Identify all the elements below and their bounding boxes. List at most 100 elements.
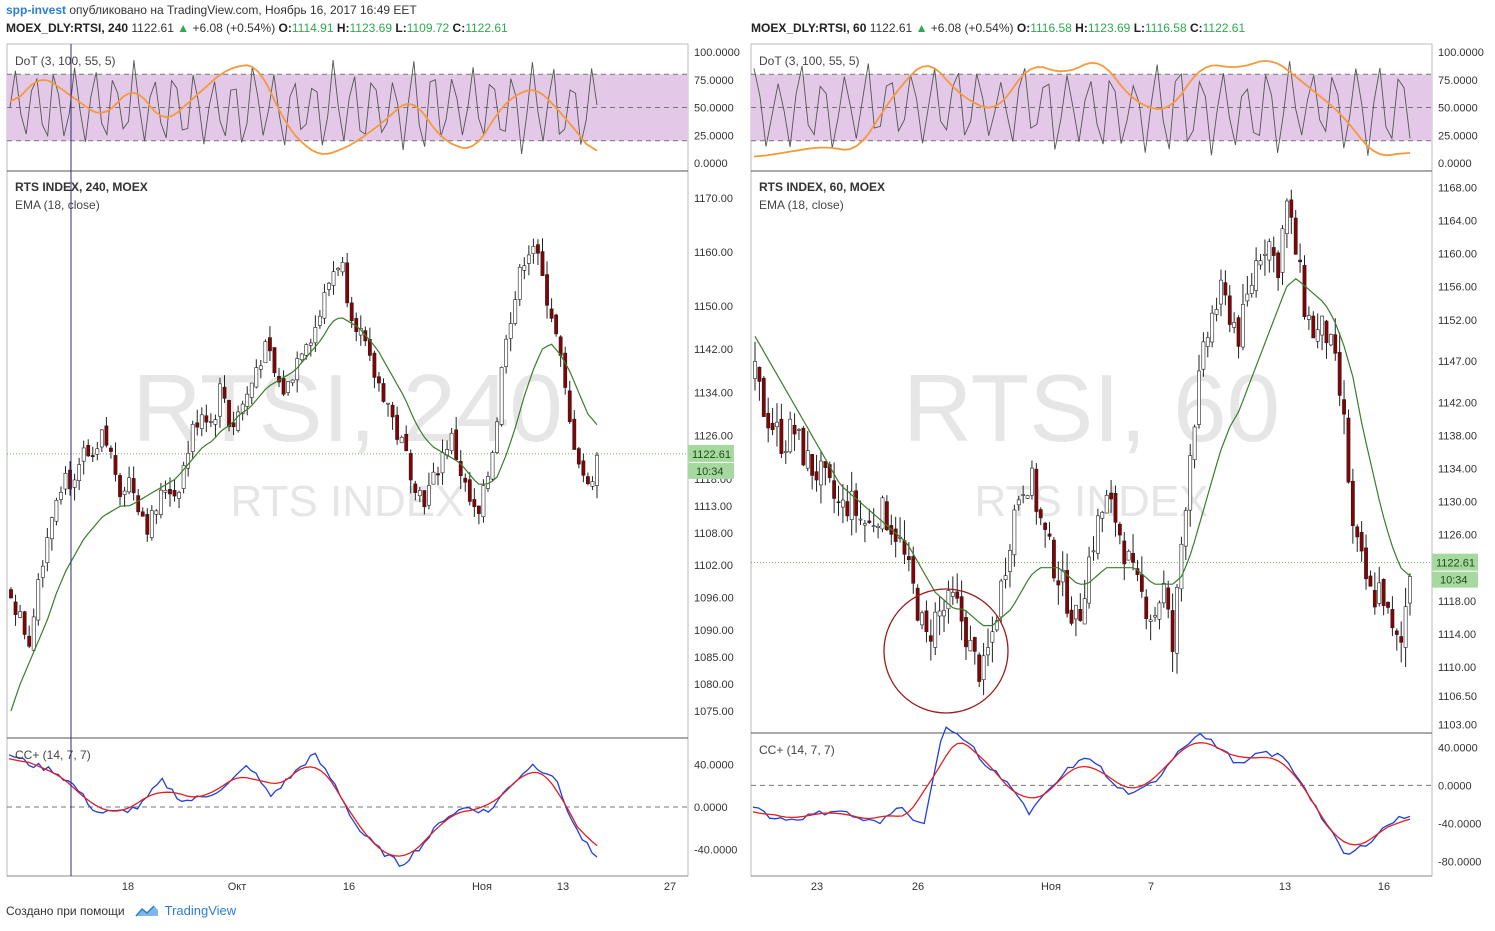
price-tick-label: 1075.00 bbox=[694, 706, 734, 718]
cc-tick-label: -80.0000 bbox=[1438, 857, 1481, 869]
price-tag bbox=[688, 444, 734, 462]
annotation-circle bbox=[883, 588, 1009, 714]
candle-body bbox=[436, 473, 440, 476]
candle-body bbox=[131, 478, 136, 494]
watermark-symbol: RTSI, 240 bbox=[132, 355, 562, 462]
candle-body bbox=[536, 244, 540, 254]
candle-body bbox=[1113, 492, 1118, 523]
candle-body bbox=[942, 609, 946, 617]
candle-body bbox=[1377, 582, 1382, 604]
candle-body bbox=[218, 383, 222, 417]
price-tick-label: 1126.00 bbox=[1438, 530, 1477, 542]
candle-body bbox=[127, 477, 132, 493]
candle-body bbox=[122, 490, 127, 495]
candle-body bbox=[1315, 329, 1320, 342]
candle-body bbox=[1232, 322, 1237, 328]
ohlc-c-label: C: bbox=[1189, 21, 1203, 35]
candle-body bbox=[586, 476, 590, 484]
candle-body bbox=[1241, 304, 1245, 348]
candle-body bbox=[977, 654, 982, 682]
ohlc-close: 1122.61 bbox=[465, 21, 508, 35]
price-tick-label: 1090.00 bbox=[694, 625, 734, 637]
candle-body bbox=[540, 251, 545, 276]
price-tick-label: 1142.00 bbox=[1438, 397, 1477, 409]
price-tick-label: 1142.00 bbox=[694, 344, 733, 356]
x-axis-label: 26 bbox=[912, 881, 924, 893]
symbol-line-right: MOEX_DLY:RTSI, 60 1122.61 ▲ +6.08 (+0.54… bbox=[751, 21, 1245, 35]
candle-body bbox=[1078, 608, 1083, 621]
candle-body bbox=[1122, 540, 1127, 565]
candle-body bbox=[576, 448, 581, 465]
candle-body bbox=[476, 505, 481, 514]
candle-body bbox=[1095, 515, 1100, 554]
candle-body bbox=[513, 299, 518, 324]
candle-body bbox=[490, 452, 495, 480]
candle-body bbox=[467, 479, 472, 502]
candle-body bbox=[1210, 312, 1215, 343]
candle-body bbox=[862, 523, 867, 526]
price-tick-label: 1110.00 bbox=[1438, 662, 1476, 674]
candle-body bbox=[880, 497, 885, 530]
candle-body bbox=[1021, 494, 1026, 496]
publish-line: spp-invest опубликовано на TradingView.c… bbox=[6, 3, 417, 17]
candle-body bbox=[964, 617, 968, 648]
dot-tick-label: 75.0000 bbox=[1438, 75, 1478, 87]
candle-body bbox=[1350, 480, 1355, 527]
time-tag bbox=[1432, 571, 1478, 588]
ohlc-o-label: O: bbox=[1016, 21, 1031, 35]
charts-area[interactable]: DoT (3, 100, 55, 5) 100.0000 75.0000 50.000… bbox=[0, 40, 1495, 900]
candle-body bbox=[836, 501, 841, 504]
ohlc-low: 1109.72 bbox=[406, 21, 450, 35]
candle-body bbox=[395, 414, 400, 440]
candle-body bbox=[472, 499, 477, 508]
ohlc-close: 1122.61 bbox=[1202, 21, 1246, 35]
candle-body bbox=[1328, 334, 1333, 346]
candle-body bbox=[937, 610, 942, 617]
candle-body bbox=[345, 262, 350, 304]
candle-body bbox=[545, 274, 549, 306]
ema-line bbox=[754, 278, 1411, 627]
candle-body bbox=[1003, 575, 1008, 580]
price-tick-label: 1108.00 bbox=[694, 528, 733, 540]
candle-body bbox=[1166, 587, 1171, 610]
price-tick-label: 1126.00 bbox=[694, 431, 733, 443]
ema-legend-label: EMA (18, close) bbox=[15, 198, 100, 212]
time-tag bbox=[688, 462, 734, 479]
candle-body bbox=[1355, 526, 1360, 538]
author-link[interactable]: spp-invest bbox=[6, 3, 67, 17]
candle-body bbox=[1139, 574, 1144, 592]
candle-body bbox=[81, 447, 86, 462]
candle-body bbox=[1293, 217, 1298, 255]
candle-body bbox=[783, 451, 788, 453]
tradingview-brand-link[interactable]: TradingView bbox=[164, 903, 237, 918]
candle-body bbox=[1008, 549, 1012, 572]
dot-fast-line bbox=[753, 61, 1411, 156]
candle-body bbox=[367, 339, 372, 356]
candle-body bbox=[208, 421, 213, 423]
candle-body bbox=[463, 477, 468, 483]
candle-body bbox=[871, 525, 876, 527]
candle-body bbox=[1333, 334, 1338, 354]
ohlc-open: 1114.91 bbox=[291, 21, 334, 35]
candle-body bbox=[1223, 282, 1228, 296]
cc-slow-line bbox=[752, 742, 1411, 846]
candle-body bbox=[1012, 509, 1017, 556]
candle-body bbox=[263, 341, 268, 364]
candle-body bbox=[1082, 598, 1087, 625]
candle-body bbox=[955, 591, 960, 599]
candle-body bbox=[36, 579, 41, 621]
price-tick-label: 1106.50 bbox=[1438, 691, 1477, 703]
last-price: 1122.61 bbox=[131, 21, 174, 35]
candle-body bbox=[272, 347, 277, 374]
candle-body bbox=[22, 611, 27, 635]
candle-body bbox=[1205, 337, 1210, 347]
x-axis-label: 16 bbox=[1378, 881, 1390, 893]
price-tick-label: 1147.00 bbox=[1438, 356, 1477, 368]
x-axis-label: 13 bbox=[1279, 881, 1291, 893]
candle-body bbox=[99, 429, 104, 448]
candle-body bbox=[1034, 468, 1039, 512]
candle-body bbox=[449, 432, 454, 452]
dot-tick-label: 100.0000 bbox=[1438, 47, 1484, 59]
candle-body bbox=[770, 422, 775, 431]
candle-body bbox=[775, 421, 779, 428]
